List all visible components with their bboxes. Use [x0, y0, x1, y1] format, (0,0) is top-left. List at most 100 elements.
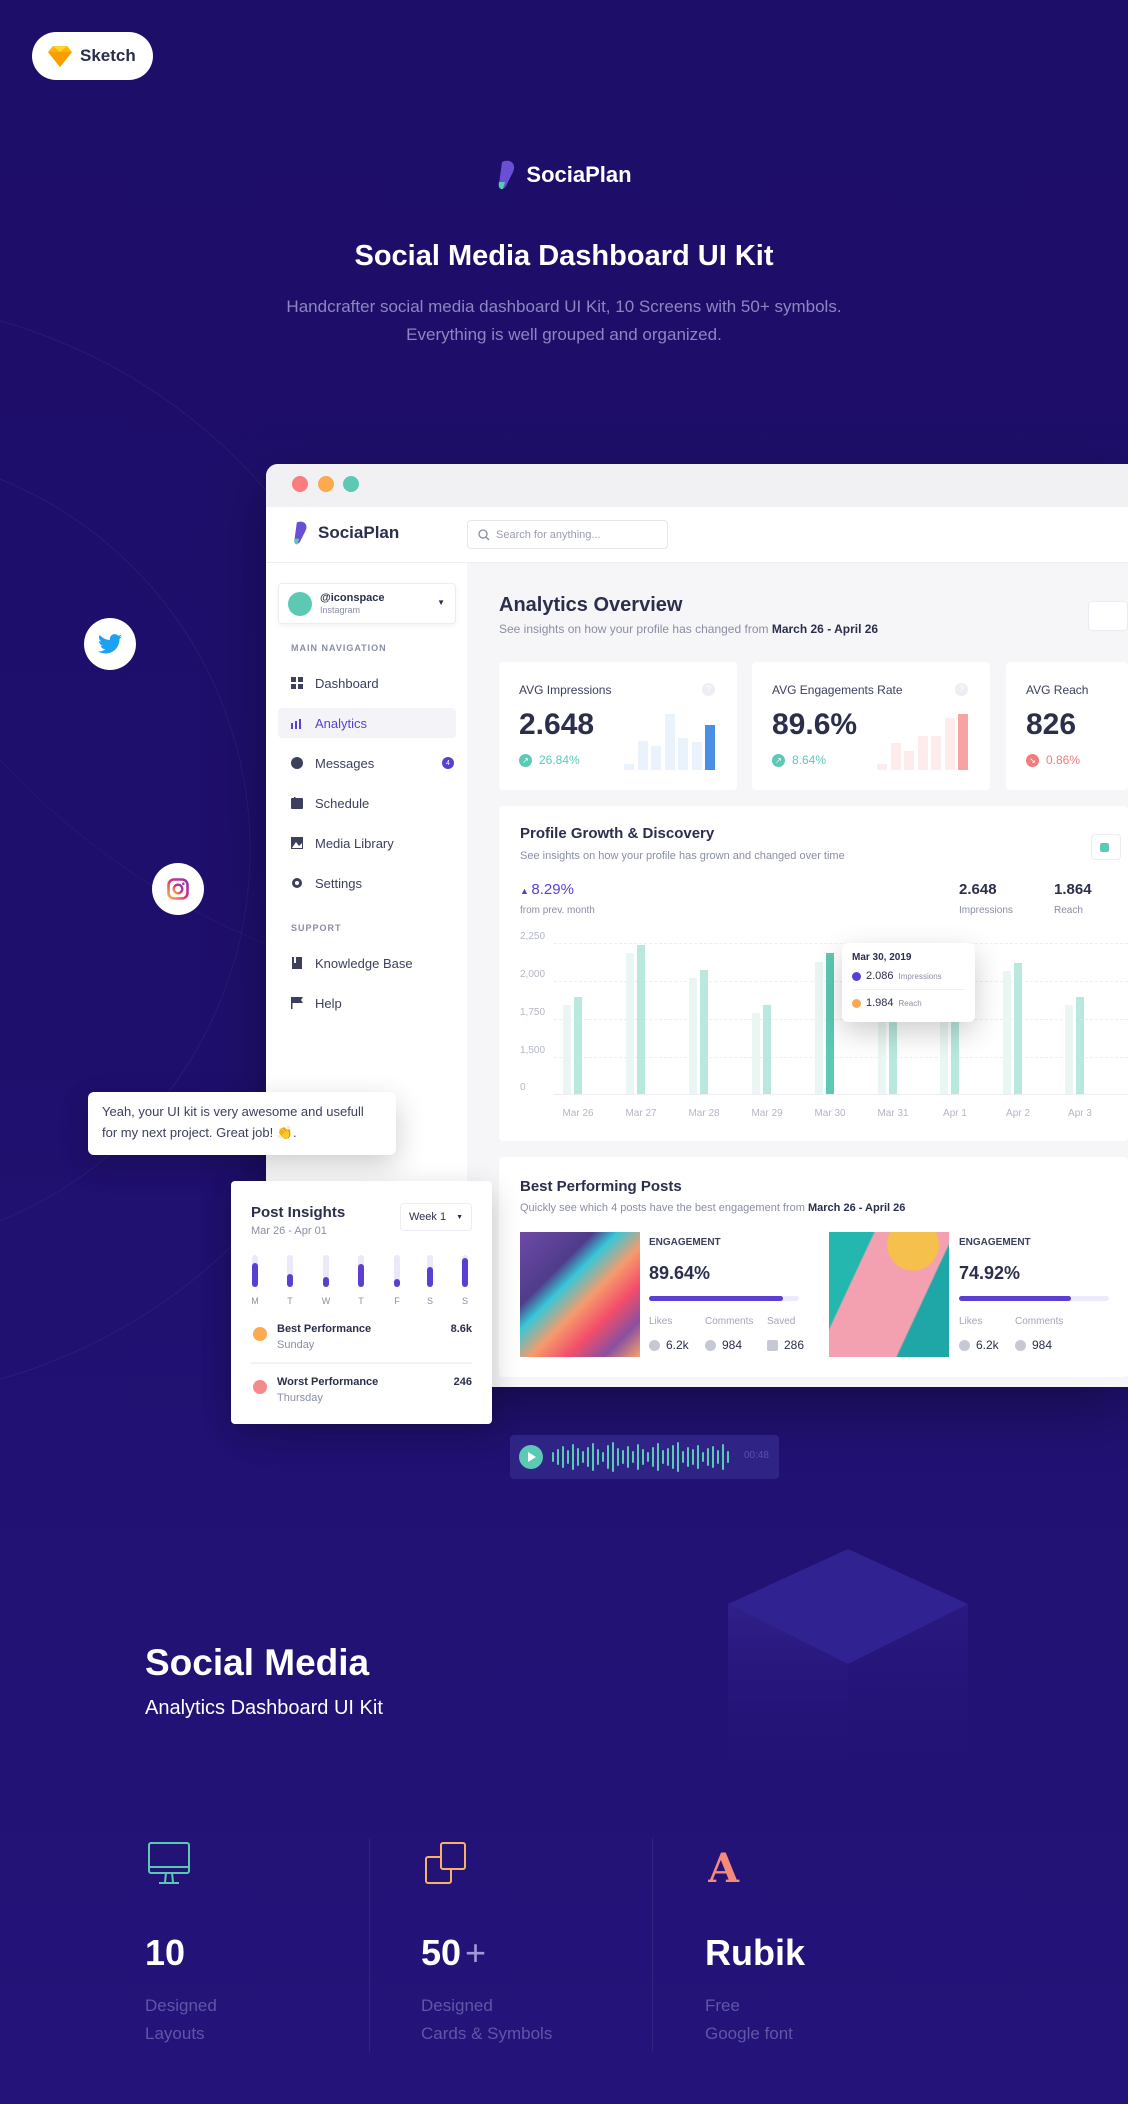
sidebar-item-settings[interactable]: Settings: [278, 868, 456, 898]
bar-impressions[interactable]: [826, 953, 834, 1094]
bar-impressions[interactable]: [574, 996, 582, 1094]
play-button[interactable]: [519, 1445, 543, 1469]
waveform-bar: [687, 1447, 689, 1467]
waveform-bar: [612, 1442, 614, 1472]
sidebar-item-knowledge-base[interactable]: Knowledge Base: [278, 948, 456, 978]
post-image[interactable]: [520, 1232, 640, 1357]
x-tick-label: Apr 3: [1068, 1108, 1092, 1119]
page-subtitle-text: See insights on how your profile has cha…: [499, 622, 772, 636]
help-icon[interactable]: ?: [702, 683, 715, 696]
sidebar-item-label: Help: [315, 995, 342, 1011]
stat-change: 26.84%: [539, 753, 580, 767]
date-picker-button[interactable]: [1088, 601, 1128, 631]
tooltip-divider: [852, 989, 965, 990]
feature-plus: +: [465, 1932, 487, 1973]
bar-impressions[interactable]: [637, 944, 645, 1094]
bar-impressions[interactable]: [1014, 963, 1022, 1094]
sidebar-item-analytics[interactable]: Analytics: [278, 708, 456, 738]
y-tick-label: 2,250: [520, 931, 546, 942]
app-logo[interactable]: SociaPlan: [292, 520, 399, 546]
day-bar[interactable]: [427, 1255, 433, 1287]
svg-text:A: A: [708, 1846, 740, 1886]
sidebar-item-dashboard[interactable]: Dashboard: [278, 668, 456, 698]
growth-title: Profile Growth & Discovery: [520, 825, 715, 842]
post-image[interactable]: [829, 1232, 949, 1357]
day-bar[interactable]: [394, 1255, 400, 1287]
divider: [652, 1838, 653, 2052]
feature-label-line2: Google font: [705, 2024, 793, 2043]
search-input[interactable]: Search for anything...: [467, 520, 668, 549]
account-selector[interactable]: @iconspace Instagram ▼: [278, 583, 456, 624]
bar-impressions[interactable]: [763, 1005, 771, 1094]
bar-reach[interactable]: [1065, 1005, 1073, 1094]
calendar-icon: [291, 797, 303, 809]
day-bar[interactable]: [462, 1255, 468, 1287]
gridline: [554, 1019, 1128, 1020]
bar-reach[interactable]: [626, 953, 634, 1094]
bar-reach[interactable]: [1003, 970, 1011, 1094]
engagement-progress-fill: [959, 1296, 1072, 1301]
worst-performance-row: Worst Performance Thursday 246: [251, 1374, 472, 1408]
bar-impressions[interactable]: [1076, 996, 1084, 1094]
engagement-label: ENGAGEMENT: [649, 1237, 721, 1248]
day-bar-fill: [394, 1279, 400, 1287]
impressions-label: Impressions: [959, 905, 1013, 916]
bar-reach[interactable]: [752, 1013, 760, 1094]
growth-change: ▲ 8.29%: [520, 881, 574, 898]
week-dropdown[interactable]: Week 1 ▼: [400, 1203, 472, 1231]
bar-reach[interactable]: [563, 1005, 571, 1094]
waveform-bar: [712, 1446, 714, 1468]
day-bar[interactable]: [287, 1255, 293, 1287]
bar-reach[interactable]: [940, 979, 948, 1094]
legend-toggle[interactable]: [1091, 834, 1121, 860]
chat-bubble: Yeah, your UI kit is very awesome and us…: [88, 1092, 396, 1155]
day-label: T: [358, 1296, 364, 1306]
feature-label-line1: Designed: [145, 1996, 217, 2015]
bar-impressions[interactable]: [889, 971, 897, 1094]
audio-time: 00:48: [743, 1450, 769, 1461]
sidebar-item-help[interactable]: Help: [278, 988, 456, 1018]
sparkline-bar: [705, 725, 715, 770]
sparkline-bar: [890, 743, 901, 770]
waveform-bar: [597, 1449, 599, 1465]
comment-icon: [705, 1340, 716, 1351]
sidebar-item-schedule[interactable]: Schedule: [278, 788, 456, 818]
bar-reach[interactable]: [878, 979, 886, 1094]
day-bar[interactable]: [358, 1255, 364, 1287]
day-bar[interactable]: [252, 1255, 258, 1287]
gridline: [554, 1057, 1128, 1058]
window-maximize-button[interactable]: [343, 476, 359, 492]
likes-label: Likes: [649, 1316, 673, 1327]
bar-impressions[interactable]: [700, 969, 708, 1094]
account-handle: @iconspace: [320, 591, 385, 604]
saved-label: Saved: [767, 1316, 796, 1327]
waveform-bar: [702, 1452, 704, 1462]
day-bar[interactable]: [323, 1255, 329, 1287]
stat-change: 0.86%: [1046, 753, 1081, 767]
posts-subtitle: Quickly see which 4 posts have the best …: [520, 1202, 905, 1214]
waveform-bar: [617, 1448, 619, 1466]
waveform-bar: [717, 1450, 719, 1464]
tooltip-reach-label: Reach: [898, 998, 922, 1008]
waveform-bar: [677, 1442, 679, 1472]
bar-reach[interactable]: [689, 977, 697, 1094]
window-close-button[interactable]: [292, 476, 308, 492]
bar-reach[interactable]: [815, 961, 823, 1094]
engagement-value: 89.64%: [649, 1263, 711, 1283]
sparkline-bar: [958, 714, 968, 770]
audio-waveform[interactable]: [552, 1441, 732, 1473]
window-minimize-button[interactable]: [318, 476, 334, 492]
likes-value: 6.2k: [666, 1338, 689, 1352]
support-label: SUPPORT: [291, 923, 342, 933]
help-icon[interactable]: ?: [955, 683, 968, 696]
reach-label: Reach: [1054, 905, 1083, 916]
comment-icon: [1015, 1340, 1026, 1351]
account-network: Instagram: [320, 604, 361, 615]
feature-number-value: 50: [421, 1932, 462, 1973]
bar-impressions[interactable]: [951, 971, 959, 1094]
sidebar-item-media-library[interactable]: Media Library: [278, 828, 456, 858]
trend-up-icon: ↗: [519, 754, 532, 767]
sidebar-item-messages[interactable]: Messages 4: [278, 748, 456, 778]
sparkline-bar: [664, 714, 675, 770]
comments-value: 984: [1032, 1338, 1053, 1352]
